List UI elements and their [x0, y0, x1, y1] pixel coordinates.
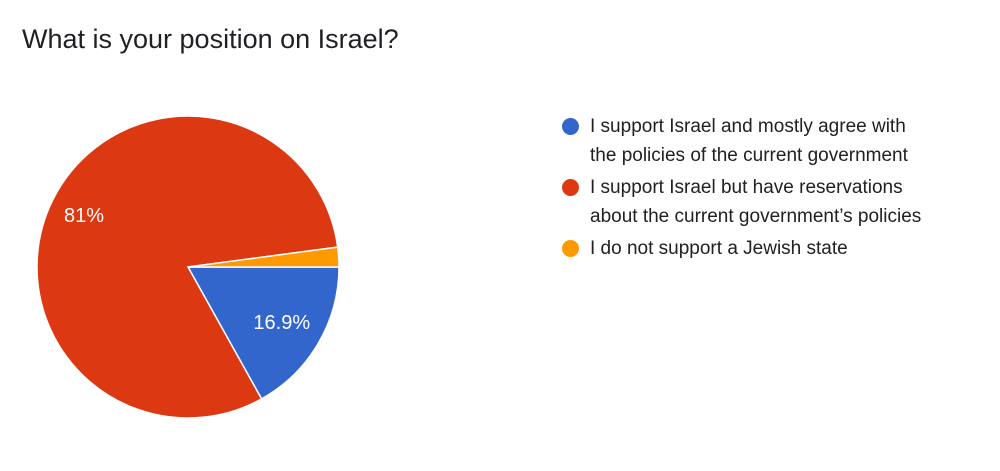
legend-label-line: about the current government’s policies — [590, 206, 922, 227]
legend-label-line: the policies of the current government — [590, 145, 908, 166]
chart-title: What is your position on Israel? — [22, 24, 399, 54]
pie-data-label-mostly-agree: 16.9% — [253, 312, 310, 334]
legend-label-line: I support Israel and mostly agree with — [590, 116, 906, 137]
pie-data-label-have-reservations: 81% — [64, 205, 104, 227]
legend-swatch-no-jewish-state — [562, 240, 579, 257]
pie-slice-have-reservations — [36, 115, 339, 419]
legend-item-mostly-agree: I support Israel and mostly agree with th… — [562, 112, 982, 170]
pie-slice-no-jewish-state — [187, 246, 340, 268]
legend-label-line: I do not support a Jewish state — [590, 238, 848, 259]
legend-swatch-mostly-agree — [562, 118, 579, 135]
legend-swatch-have-reservations — [562, 179, 579, 196]
legend-item-no-jewish-state: I do not support a Jewish state — [562, 234, 982, 263]
chart-legend: I support Israel and mostly agree with th… — [562, 112, 982, 266]
legend-label-line: I support Israel but have reservations — [590, 177, 903, 198]
pie-slice-mostly-agree — [186, 266, 340, 400]
legend-item-have-reservations: I support Israel but have reservations ab… — [562, 173, 982, 231]
